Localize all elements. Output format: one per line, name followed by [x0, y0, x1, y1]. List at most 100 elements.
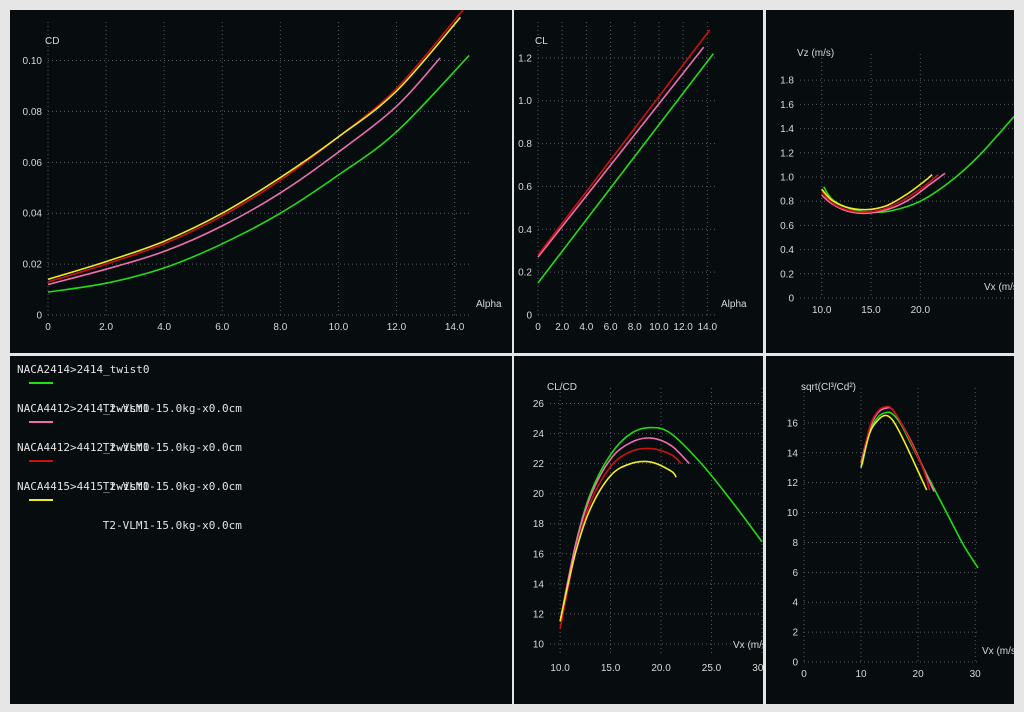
series-line	[821, 173, 939, 213]
x-tick-label: 12.0	[673, 322, 693, 333]
x-tick-label: 2.0	[555, 322, 569, 333]
x-tick-label: 0	[801, 669, 807, 680]
x-tick-label: 0	[535, 322, 541, 333]
legend-item-title: NACA4412>4412_twist0	[17, 441, 150, 454]
legend-item: NACA2414>2414_twist0 T2-VLM1-15.0kg-x0.0…	[17, 363, 242, 415]
y-tick-label: 0.2	[518, 268, 532, 279]
y-tick-label: 0	[788, 294, 794, 305]
cd-chart-panel: 0 2.0 4.0 6.0 8.0 10.0 12.0 14.0 0 0.02 0.04 0.06 0.…	[10, 9, 512, 353]
chart-cd: 0 2.0 4.0 6.0 8.0 10.0 12.0 14.0 0 0.02 0.04 0.06 0.…	[23, 9, 502, 333]
legend-item-label: T2-VLM1-15.0kg-x0.0cm	[102, 480, 242, 493]
x-tick-label: 30.0	[752, 663, 763, 674]
x-tick-label: 6.0	[215, 322, 229, 333]
y-tick-label: 0.06	[23, 158, 43, 169]
y-tick-label: 10	[533, 639, 545, 650]
y-tick-label: 26	[533, 399, 545, 410]
legend-item-title: NACA4415>4415_twist0	[17, 480, 150, 493]
legend-item-line: T2-VLM1-15.0kg-x0.0cm	[17, 376, 242, 415]
x-tick-label: 0	[45, 322, 51, 333]
x-axis-label: Vx (m/s)	[733, 640, 763, 651]
chart-glide: 10.0 15.0 20.0 25.0 30.0 10 12 14 16 18 20 22 24 26CL…	[533, 382, 772, 674]
legend-item-label: T2-VLM1-15.0kg-x0.0cm	[102, 402, 242, 415]
y-tick-label: 0	[792, 658, 798, 669]
y-tick-label: 14	[533, 579, 545, 590]
y-tick-label: 0.8	[780, 197, 794, 208]
y-tick-label: 16	[787, 418, 799, 429]
legend-item-line: T2-VLM1-15.0kg-x0.0cm	[17, 454, 242, 493]
x-axis-label: Alpha	[721, 299, 747, 310]
y-axis-label: CD	[45, 36, 59, 47]
x-tick-label: 20.0	[911, 305, 931, 316]
polar-chart-panel: 10.0 15.0 20.0 0 0.2 0.4 0.6 0.8 1.0 1.2 1.4 1.6 1.8…	[766, 10, 1021, 353]
x-tick-label: 20	[913, 669, 925, 680]
x-tick-label: 30	[970, 669, 982, 680]
y-tick-label: 1.2	[518, 53, 532, 64]
y-tick-label: 0.02	[23, 260, 43, 271]
y-tick-label: 20	[533, 489, 545, 500]
y-tick-label: 0.6	[780, 221, 794, 232]
x-axis-label: Alpha	[476, 299, 502, 310]
series-line	[860, 414, 928, 491]
series-line	[47, 16, 462, 281]
series-line	[821, 172, 946, 215]
cl-chart-panel: 0 2.0 4.0 6.0 8.0 10.0 12.0 14.0 0 0.2 0.4 0.6 0.8 1.…	[514, 10, 763, 353]
x-tick-label: 8.0	[628, 322, 642, 333]
series-line	[537, 46, 705, 258]
series-line	[823, 115, 1015, 214]
y-tick-label: 18	[533, 519, 545, 530]
x-tick-label: 10	[855, 669, 867, 680]
y-tick-label: 0	[526, 311, 532, 322]
y-axis-label: CL/CD	[547, 382, 577, 393]
x-tick-label: 14.0	[698, 322, 718, 333]
y-tick-label: 22	[533, 459, 545, 470]
y-tick-label: 24	[533, 429, 545, 440]
y-tick-label: 0.08	[23, 107, 43, 118]
series-line	[47, 54, 470, 293]
x-axis-label: Vx (m/s)	[984, 282, 1014, 293]
x-tick-label: 25.0	[702, 663, 722, 674]
legend-item-line: T2-VLM1-15.0kg-x0.0cm	[17, 493, 242, 532]
y-tick-label: 0.8	[518, 139, 532, 150]
y-tick-label: 0.2	[780, 269, 794, 280]
chart-cl: 0 2.0 4.0 6.0 8.0 10.0 12.0 14.0 0 0.2 0.4 0.6 0.8 1.…	[518, 22, 747, 333]
legend-swatch	[29, 382, 53, 384]
y-tick-label: 2	[792, 628, 798, 639]
x-tick-label: 15.0	[861, 305, 881, 316]
y-tick-label: 4	[792, 598, 798, 609]
y-tick-label: 0	[36, 311, 42, 322]
x-tick-label: 12.0	[387, 322, 407, 333]
y-tick-label: 1.2	[780, 148, 794, 159]
legend-item: NACA4412>2414_twist0 T2-VLM1-15.0kg-x0.0…	[17, 402, 242, 454]
x-tick-label: 10.0	[649, 322, 669, 333]
y-tick-label: 1.0	[518, 96, 532, 107]
y-tick-label: 0.04	[23, 209, 43, 220]
x-tick-label: 6.0	[604, 322, 618, 333]
power-factor-vs-vx-chart: 0 10 20 30 0 2 4 6 8 10 12 14 16 sqrt(Cl³/Cd²) Vx (m/s…	[787, 382, 1019, 680]
y-tick-label: 0.4	[780, 245, 794, 256]
x-tick-label: 8.0	[273, 322, 287, 333]
y-axis-label: Vz (m/s)	[797, 48, 834, 59]
legend-item-label: T2-VLM1-15.0kg-x0.0cm	[102, 441, 242, 454]
x-tick-label: 4.0	[157, 322, 171, 333]
sink-chart-panel: 0 10 20 30 0 2 4 6 8 10 12 14 16 sqrt(Cl³/Cd²) Vx (m/s…	[766, 356, 1019, 704]
y-tick-label: 16	[533, 549, 545, 560]
y-tick-label: 12	[787, 478, 799, 489]
series-line	[47, 57, 441, 286]
series-line	[821, 174, 933, 211]
y-tick-label: 12	[533, 609, 545, 620]
series-line	[47, 9, 464, 283]
legend-item-title: NACA4412>2414_twist0	[17, 402, 150, 415]
legend-item-title: NACA2414>2414_twist0	[17, 363, 150, 376]
y-tick-label: 8	[792, 538, 798, 549]
legend-swatch	[29, 421, 53, 423]
chart-sink: 0 10 20 30 0 2 4 6 8 10 12 14 16 sqrt(Cl³/Cd²) Vx (m/s…	[787, 382, 1019, 680]
x-tick-label: 14.0	[445, 322, 465, 333]
y-axis-label: CL	[535, 36, 548, 47]
y-axis-label: sqrt(Cl³/Cd²)	[801, 382, 856, 393]
legend-item: NACA4412>4412_twist0 T2-VLM1-15.0kg-x0.0…	[17, 441, 242, 493]
series-line	[559, 460, 677, 622]
series-line	[559, 437, 690, 622]
cd-vs-alpha-chart: 0 2.0 4.0 6.0 8.0 10.0 12.0 14.0 0 0.02 0.04 0.06 0.…	[23, 9, 502, 333]
legend-item-label: T2-VLM1-15.0kg-x0.0cm	[102, 519, 242, 532]
chart-polar: 10.0 15.0 20.0 0 0.2 0.4 0.6 0.8 1.0 1.2 1.4 1.6 1.8…	[780, 48, 1021, 316]
